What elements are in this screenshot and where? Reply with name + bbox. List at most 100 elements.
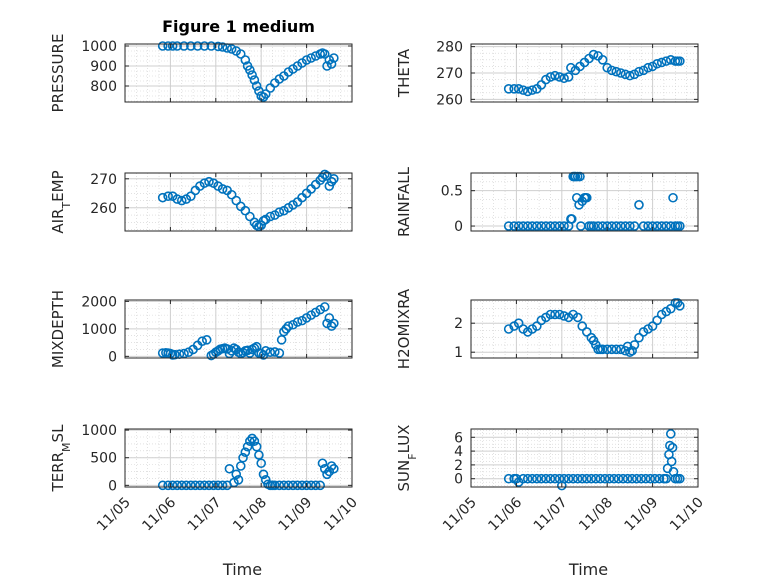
- data-point: [550, 221, 560, 231]
- subplot-5: 0 1000 2000 MIXDEPTH: [49, 290, 353, 368]
- data-point: [581, 327, 592, 337]
- data-point: [317, 458, 328, 469]
- data-point: [522, 86, 533, 97]
- data-point: [270, 480, 280, 491]
- data-point: [238, 452, 248, 463]
- data-point: [329, 174, 339, 184]
- data-point: [536, 221, 547, 231]
- axes-box: [470, 428, 699, 488]
- axes-box: [470, 172, 699, 232]
- data-point: [170, 349, 180, 360]
- data-point: [645, 473, 656, 484]
- y-tick-label: 270: [436, 66, 463, 82]
- data-point: [559, 73, 569, 84]
- data-point: [634, 332, 644, 343]
- data-point: [665, 303, 676, 314]
- y-tick-label: 6: [454, 430, 463, 446]
- data-point: [545, 72, 556, 82]
- data-point: [258, 469, 269, 480]
- data-point: [652, 221, 662, 231]
- data-point: [281, 324, 291, 334]
- data-point: [550, 309, 560, 320]
- data-point: [629, 221, 640, 231]
- data-point: [279, 480, 289, 491]
- data-point: [656, 57, 667, 68]
- data-point: [577, 321, 588, 331]
- data-point: [652, 58, 662, 69]
- data-point: [235, 49, 246, 59]
- y-tick-label: 2: [454, 316, 463, 332]
- data-point: [618, 473, 628, 484]
- data-series: [157, 433, 339, 491]
- data-series: [503, 49, 685, 97]
- y-axis-label: SUNFLUX: [395, 425, 419, 492]
- data-point: [545, 473, 556, 484]
- data-point: [245, 436, 255, 446]
- data-point: [665, 429, 676, 439]
- data-point: [503, 221, 514, 231]
- axes-box: [124, 43, 353, 103]
- x-tick-label: 11/07: [185, 495, 225, 535]
- data-point: [654, 473, 665, 484]
- data-point: [613, 473, 624, 484]
- data-point: [532, 473, 542, 484]
- data-point: [536, 473, 547, 484]
- data-point: [532, 221, 542, 231]
- data-point: [665, 55, 676, 65]
- data-point: [513, 221, 524, 231]
- data-point: [163, 41, 173, 51]
- data-point: [226, 44, 237, 54]
- data-point: [204, 176, 214, 187]
- data-point: [665, 440, 675, 451]
- y-tick-label: 2000: [81, 294, 117, 310]
- data-point: [606, 221, 617, 231]
- y-axis-label: PRESSURE: [49, 34, 67, 113]
- data-point: [638, 221, 649, 231]
- data-point: [666, 456, 677, 467]
- data-point: [274, 207, 285, 217]
- data-point: [620, 221, 631, 231]
- data-point: [559, 473, 569, 484]
- data-point: [572, 312, 583, 323]
- data-point: [217, 480, 228, 491]
- x-tick-label: 11/05: [440, 495, 480, 535]
- data-point: [231, 195, 242, 206]
- data-point: [629, 340, 640, 350]
- data-point: [643, 221, 653, 231]
- data-point: [602, 344, 613, 355]
- data-point: [233, 475, 244, 485]
- data-point: [301, 55, 312, 65]
- data-point: [609, 473, 619, 484]
- data-point: [276, 335, 287, 345]
- data-point: [197, 336, 207, 347]
- data-point: [163, 191, 173, 201]
- y-tick-label: 0: [454, 219, 463, 235]
- data-point: [181, 480, 192, 491]
- data-point: [213, 41, 223, 52]
- data-point: [593, 221, 603, 231]
- data-point: [270, 347, 280, 357]
- data-point: [606, 344, 617, 355]
- data-point: [622, 473, 633, 484]
- chart-title: Figure 1 medium: [162, 17, 315, 36]
- data-point: [527, 221, 538, 231]
- data-point: [606, 65, 617, 76]
- data-point: [208, 480, 219, 491]
- data-point: [518, 221, 529, 231]
- data-point: [260, 346, 271, 356]
- y-tick-label: 0: [454, 472, 463, 488]
- data-point: [206, 41, 217, 51]
- x-tick-label: 11/09: [622, 495, 662, 535]
- x-tick-label: 11/05: [94, 495, 134, 535]
- y-tick-label: 900: [90, 59, 117, 75]
- data-point: [283, 480, 294, 491]
- data-point: [186, 41, 196, 51]
- data-point: [242, 441, 253, 452]
- data-point: [306, 53, 316, 63]
- x-tick-label: 11/06: [139, 494, 179, 534]
- data-point: [199, 480, 210, 491]
- data-point: [329, 318, 339, 329]
- data-point: [288, 480, 298, 491]
- data-point: [172, 480, 183, 491]
